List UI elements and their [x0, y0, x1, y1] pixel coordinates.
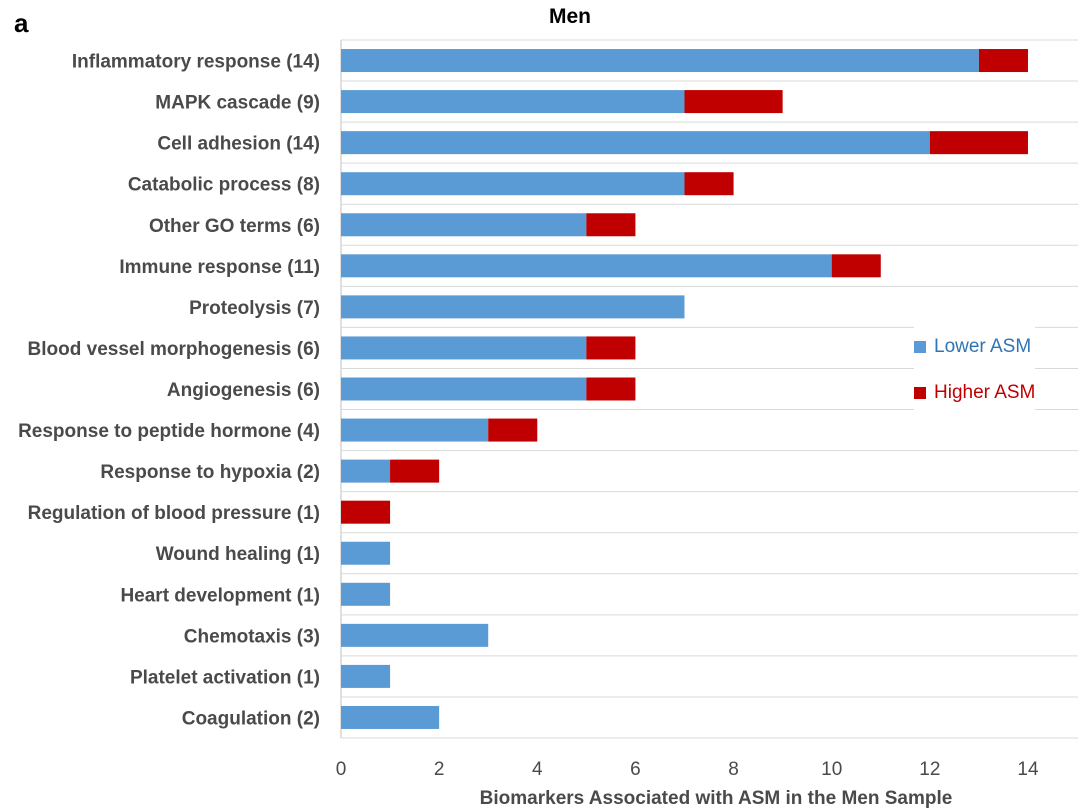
- bar-lower-asm: [341, 90, 685, 114]
- x-tick-label: 0: [336, 759, 347, 780]
- category-label: Response to hypoxia (2): [100, 462, 320, 483]
- legend-item-higher-asm: Higher ASM: [914, 370, 1035, 416]
- bar-lower-asm: [341, 582, 391, 606]
- category-label: Inflammatory response (14): [72, 52, 320, 73]
- x-tick-labels: 0 2 4 6 8 10 12 14: [336, 759, 1039, 780]
- bar-higher-asm: [586, 336, 636, 360]
- bar-series: [341, 49, 1028, 729]
- category-label: Other GO terms (6): [149, 216, 320, 237]
- category-label: Chemotaxis (3): [184, 626, 320, 647]
- category-label: Coagulation (2): [182, 708, 320, 729]
- x-tick-label: 12: [919, 759, 940, 780]
- category-label: Blood vessel morphogenesis (6): [28, 339, 320, 360]
- bar-lower-asm: [341, 336, 587, 360]
- x-tick-label: 14: [1017, 759, 1039, 780]
- category-label: Catabolic process (8): [128, 175, 320, 196]
- bar-lower-asm: [341, 664, 391, 688]
- x-tick-label: 8: [728, 759, 739, 780]
- legend-label-lower-asm: Lower ASM: [934, 336, 1032, 357]
- bar-lower-asm: [341, 541, 391, 565]
- category-label: Platelet activation (1): [130, 667, 320, 688]
- bar-lower-asm: [341, 295, 685, 319]
- bar-lower-asm: [341, 254, 832, 278]
- bar-lower-asm: [341, 172, 685, 196]
- bar-higher-asm: [929, 131, 1028, 155]
- category-label: Immune response (11): [119, 257, 320, 278]
- bar-higher-asm: [586, 377, 636, 401]
- category-label: Response to peptide hormone (4): [18, 421, 320, 442]
- x-axis-label: Biomarkers Associated with ASM in the Me…: [480, 788, 953, 809]
- x-tick-label: 10: [821, 759, 842, 780]
- bar-higher-asm: [831, 254, 881, 278]
- bar-lower-asm: [341, 131, 930, 155]
- category-label: Angiogenesis (6): [167, 380, 320, 401]
- bar-lower-asm: [341, 459, 391, 483]
- bar-lower-asm: [341, 49, 979, 73]
- bar-lower-asm: [341, 418, 489, 442]
- x-tick-label: 4: [532, 759, 543, 780]
- bar-lower-asm: [341, 377, 587, 401]
- bar-higher-asm: [684, 172, 734, 196]
- category-label: Regulation of blood pressure (1): [28, 503, 320, 524]
- bar-higher-asm: [488, 418, 538, 442]
- bar-higher-asm: [390, 459, 440, 483]
- legend-item-lower-asm: Lower ASM: [914, 324, 1035, 370]
- bar-higher-asm: [341, 500, 391, 524]
- x-tick-label: 2: [434, 759, 445, 780]
- category-label: Heart development (1): [120, 585, 320, 606]
- bar-lower-asm: [341, 623, 489, 647]
- x-tick-label: 6: [630, 759, 641, 780]
- bar-lower-asm: [341, 213, 587, 237]
- legend-swatch-higher-asm: [914, 387, 926, 399]
- chart-title: Men: [549, 5, 591, 28]
- category-label: Proteolysis (7): [189, 298, 320, 319]
- panel-label: a: [14, 8, 29, 38]
- bar-higher-asm: [978, 49, 1028, 73]
- grid-lines: [340, 39, 1078, 739]
- category-label: Cell adhesion (14): [157, 134, 320, 155]
- category-label: Wound healing (1): [156, 544, 320, 565]
- bar-lower-asm: [341, 705, 440, 729]
- category-labels: Inflammatory response (14) MAPK cascade (…: [18, 52, 320, 730]
- legend-label-higher-asm: Higher ASM: [934, 382, 1036, 403]
- category-label: MAPK cascade (9): [155, 93, 320, 114]
- bar-higher-asm: [684, 90, 783, 114]
- legend-swatch-lower-asm: [914, 341, 926, 353]
- bar-higher-asm: [586, 213, 636, 237]
- legend: Lower ASM Higher ASM: [914, 322, 1036, 420]
